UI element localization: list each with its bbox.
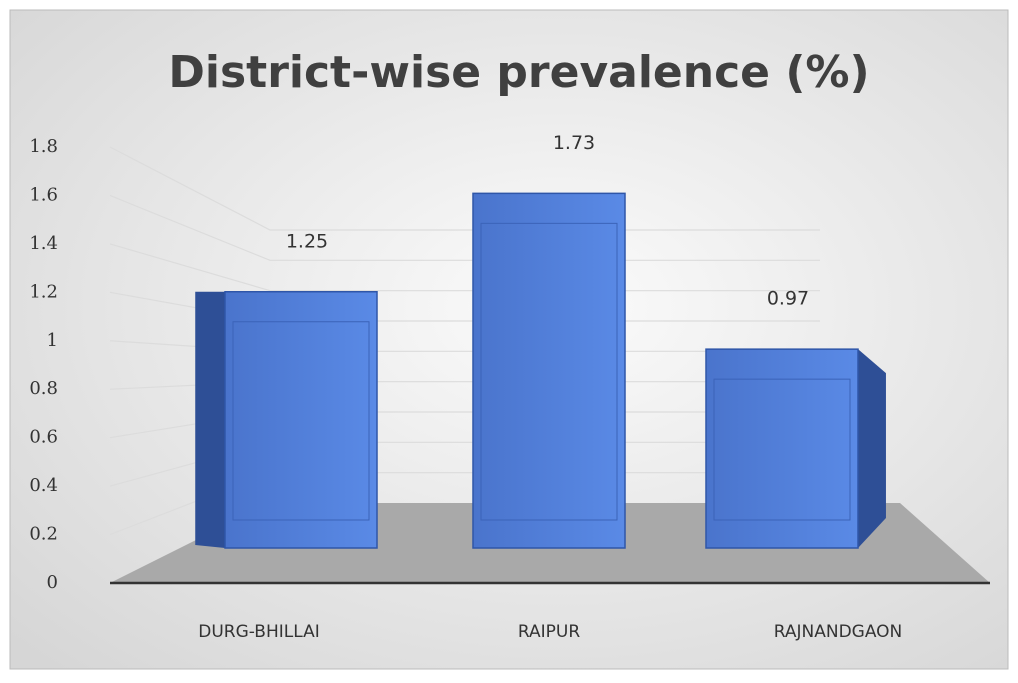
bar-face xyxy=(480,222,618,521)
y-tick-label: 1.4 xyxy=(29,233,58,254)
y-tick-label: 1.6 xyxy=(29,184,58,205)
bar xyxy=(705,348,886,549)
bar xyxy=(195,291,378,549)
y-tick-label: 1.8 xyxy=(29,136,58,157)
bar-face xyxy=(232,321,370,521)
y-tick-label: 0.4 xyxy=(29,475,58,496)
x-tick-label: RAIPUR xyxy=(518,622,580,642)
bar-face xyxy=(713,378,851,521)
y-tick-label: 0.6 xyxy=(29,427,58,448)
x-tick-label: RAJNANDGAON xyxy=(774,622,903,642)
grid-line xyxy=(109,146,820,231)
bar-face xyxy=(858,349,886,548)
bar-face xyxy=(195,291,225,548)
y-tick-label: 0.8 xyxy=(29,378,58,399)
y-tick-label: 1.2 xyxy=(29,281,58,302)
bar-face xyxy=(224,291,378,549)
bar-face xyxy=(472,192,626,549)
grid-line xyxy=(109,243,820,292)
x-tick-label: DURG-BHILLAI xyxy=(198,622,319,642)
value-label: 1.73 xyxy=(553,132,595,154)
y-tick-label: 0.2 xyxy=(29,524,58,545)
y-tick-label: 0 xyxy=(47,572,58,593)
bar xyxy=(472,192,626,549)
grid-line xyxy=(109,194,820,261)
y-tick-label: 1 xyxy=(47,330,58,351)
value-label: 0.97 xyxy=(767,288,809,310)
bar-face xyxy=(705,348,859,549)
chart-title: District-wise prevalence (%) xyxy=(168,47,869,98)
value-label: 1.25 xyxy=(286,230,328,252)
